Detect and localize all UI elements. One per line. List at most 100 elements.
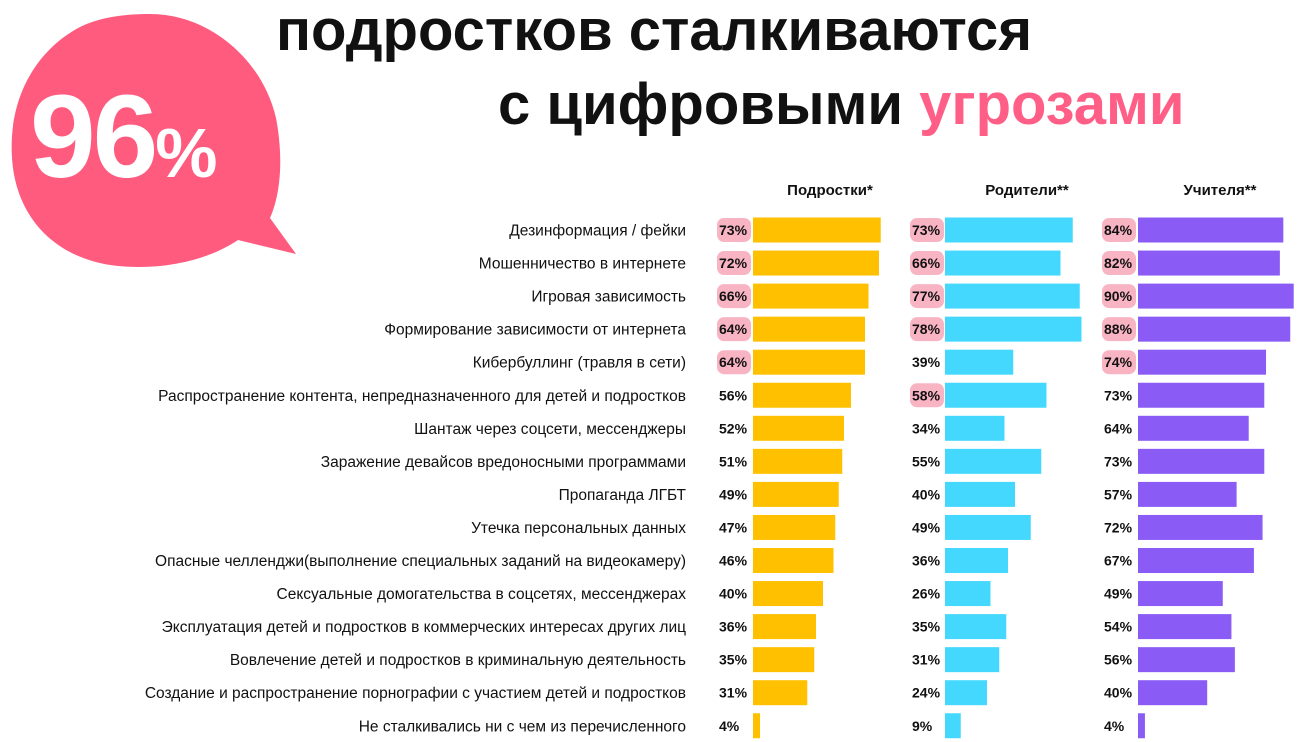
value-label: 4% [1104, 718, 1125, 734]
category-label: Вовлечение детей и подростков в криминал… [230, 652, 686, 669]
value-label: 84% [1104, 222, 1133, 238]
bar-teachers [1138, 548, 1254, 573]
bar-parents [945, 448, 1042, 474]
value-label: 90% [1104, 288, 1133, 304]
value-highlight [910, 284, 944, 309]
value-label: 73% [1104, 387, 1133, 403]
bar-teachers [1138, 680, 1208, 706]
bar-parents [945, 647, 1000, 673]
value-label: 49% [912, 519, 941, 535]
value-label: 74% [1104, 354, 1133, 370]
bar-teachers [1138, 283, 1294, 309]
value-label: 36% [912, 553, 941, 569]
value-label: 35% [912, 619, 941, 635]
hero-percent-sign: % [155, 114, 218, 192]
value-label: 40% [912, 486, 941, 502]
category-label: Игровая зависимость [531, 289, 686, 306]
bar-parents [945, 614, 1007, 640]
value-label: 31% [912, 652, 941, 668]
category-label: Эксплуатация детей и подростков в коммер… [162, 619, 686, 636]
value-label: 9% [912, 718, 933, 734]
category-label: Мошенничество в интернете [479, 256, 686, 273]
value-label: 36% [719, 619, 748, 635]
bar-teachers [1138, 250, 1280, 276]
value-label: 67% [1104, 553, 1133, 569]
column-header-parents: Родители** [985, 182, 1069, 199]
value-label: 51% [719, 453, 748, 469]
value-label: 35% [719, 652, 748, 668]
bar-teens [753, 283, 869, 309]
category-label: Кибербуллинг (травля в сети) [473, 355, 686, 372]
value-highlight [910, 251, 944, 276]
value-label: 31% [719, 685, 748, 701]
bar-teachers [1138, 614, 1232, 640]
bar-parents [945, 250, 1061, 276]
value-label: 82% [1104, 255, 1133, 271]
value-highlight [717, 317, 751, 342]
value-label: 64% [719, 354, 748, 370]
value-label: 49% [719, 486, 748, 502]
value-label: 77% [912, 288, 941, 304]
title-accent-text: угрозами [919, 72, 1185, 137]
value-label: 49% [1104, 586, 1133, 602]
speech-bubble-shape [11, 14, 296, 267]
hero-percentage: 96% [30, 78, 218, 196]
bar-teens [753, 481, 839, 507]
value-label: 73% [912, 222, 941, 238]
category-label: Пропаганда ЛГБТ [559, 487, 687, 504]
bar-teens [753, 548, 834, 573]
bar-teens [753, 349, 865, 375]
bar-teens [753, 415, 844, 441]
category-label: Опасные челленджи(выполнение специальных… [155, 553, 686, 570]
bar-teachers [1138, 647, 1235, 673]
bar-parents [945, 514, 1031, 540]
bar-teens [753, 316, 865, 342]
value-highlight [1102, 350, 1136, 375]
bar-teachers [1138, 448, 1265, 474]
value-label: 66% [719, 288, 748, 304]
bar-parents [945, 680, 987, 706]
value-highlight [910, 317, 944, 342]
category-label: Создание и распространение порнографии с… [145, 685, 686, 702]
speech-bubble [11, 14, 296, 267]
bar-parents [945, 283, 1080, 309]
value-label: 26% [912, 586, 941, 602]
value-label: 88% [1104, 321, 1133, 337]
bar-teachers [1138, 581, 1223, 607]
column-header-teachers: Учителя** [1183, 182, 1257, 199]
category-label: Сексуальные домогательства в соцсетях, м… [277, 586, 687, 603]
bar-parents [945, 415, 1005, 441]
value-highlight [717, 251, 751, 276]
category-label: Дезинформация / фейки [509, 223, 686, 240]
bar-teens [753, 647, 815, 673]
value-label: 24% [912, 685, 941, 701]
value-label: 39% [912, 354, 941, 370]
category-label: Не сталкивались ни с чем из перечисленно… [359, 718, 686, 735]
bar-teens [753, 680, 808, 706]
value-label: 73% [1104, 453, 1133, 469]
value-label: 72% [719, 255, 748, 271]
hero-number: 96 [30, 71, 158, 203]
bar-parents [945, 382, 1047, 408]
value-label: 52% [719, 420, 748, 436]
category-label: Распространение контента, непредназначен… [158, 388, 686, 405]
title-plain-text: с цифровыми [498, 72, 904, 137]
value-label: 56% [1104, 652, 1133, 668]
bar-parents [945, 316, 1082, 342]
value-label: 64% [719, 321, 748, 337]
value-highlight [717, 218, 751, 242]
category-label: Шантаж через соцсети, мессенджеры [414, 421, 686, 438]
bar-teens [753, 514, 836, 540]
value-highlight [1102, 251, 1136, 276]
bar-parents [945, 581, 991, 607]
bar-teachers [1138, 514, 1263, 540]
value-label: 4% [719, 718, 740, 734]
value-label: 40% [1104, 685, 1133, 701]
value-label: 56% [719, 387, 748, 403]
category-label: Формирование зависимости от интернета [384, 322, 686, 339]
value-highlight [1102, 284, 1136, 309]
bar-parents [945, 713, 961, 739]
bar-teachers [1138, 217, 1284, 243]
bar-teens [753, 217, 881, 243]
